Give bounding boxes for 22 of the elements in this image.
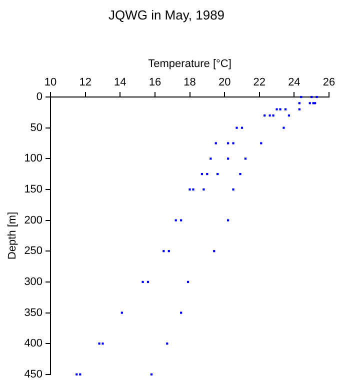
- x-tick-label: 26: [322, 76, 336, 88]
- y-tick-label: 150: [24, 184, 43, 196]
- x-tick-label: 18: [184, 76, 196, 88]
- y-tick-label: 100: [24, 152, 43, 165]
- x-tick-label: 16: [148, 76, 162, 88]
- x-tick-label: 14: [114, 76, 126, 88]
- x-tick-label: 20: [218, 76, 231, 88]
- chart-title: JQWG in May, 1989: [108, 7, 225, 22]
- x-axis-title: Temperature [°C]: [148, 58, 232, 70]
- y-tick-label: 350: [24, 306, 43, 319]
- y-tick-label: 50: [30, 122, 43, 134]
- x-tick-label: 24: [288, 76, 300, 88]
- y-tick-label: 0: [36, 91, 43, 104]
- y-tick-label: 400: [24, 338, 43, 350]
- x-tick-label: 10: [44, 76, 57, 88]
- x-tick-label: 12: [79, 76, 92, 88]
- y-tick-label: 200: [24, 214, 43, 226]
- x-tick-label: 22: [253, 76, 266, 88]
- y-tick-label: 250: [24, 245, 43, 258]
- y-tick-label: 450: [24, 368, 43, 380]
- y-axis-title: Depth [m]: [6, 212, 19, 260]
- y-tick-label: 300: [24, 276, 43, 288]
